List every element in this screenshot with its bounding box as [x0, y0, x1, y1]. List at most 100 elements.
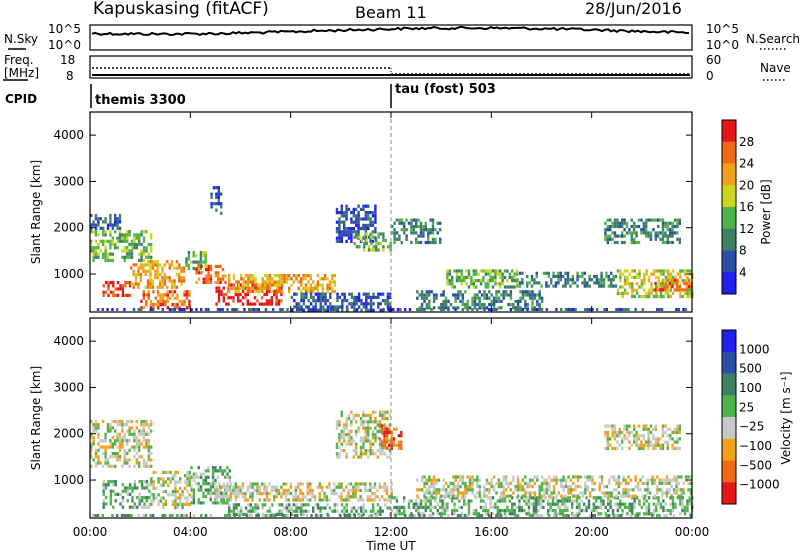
power-cell: [364, 211, 367, 215]
velocity-cell: [442, 478, 445, 482]
velocity-cell: [564, 514, 568, 517]
velocity-cell: [383, 417, 387, 421]
power-cell: [151, 266, 155, 270]
power-cell: [652, 272, 656, 276]
power-cell: [276, 274, 279, 278]
power-cell: [246, 302, 249, 306]
power-cell: [232, 286, 236, 290]
power-cell: [217, 202, 220, 206]
velocity-cell: [192, 514, 196, 517]
velocity-cell: [195, 475, 198, 479]
velocity-cell: [571, 512, 574, 516]
power-cell: [647, 291, 651, 295]
velocity-cell: [424, 509, 427, 513]
velocity-cell: [655, 502, 658, 506]
power-cell: [497, 306, 501, 310]
power-cell: [559, 278, 562, 282]
velocity-cell: [575, 502, 579, 506]
power-cell: [640, 285, 644, 289]
velocity-cell: [592, 496, 595, 500]
velocity-cell: [295, 503, 298, 507]
power-cell: [150, 236, 153, 240]
velocity-cell: [211, 478, 215, 483]
velocity-cell: [94, 423, 98, 427]
velocity-cell: [467, 499, 471, 503]
power-cell: [566, 274, 570, 279]
power-cell: [643, 272, 646, 276]
velocity-cell: [126, 492, 129, 496]
power-cell: [669, 240, 672, 245]
power-cell: [246, 292, 249, 297]
power-cell: [335, 220, 339, 224]
velocity-cell: [532, 512, 535, 516]
velocity-cell: [628, 424, 631, 428]
power-cell: [192, 260, 195, 264]
velocity-cell: [420, 488, 424, 492]
velocity-cell: [453, 512, 456, 516]
velocity-cell: [157, 477, 160, 481]
velocity-cell: [343, 506, 346, 510]
power-cell: [264, 283, 267, 287]
x-tick-label: 12:00: [374, 525, 409, 539]
power-cell: [538, 296, 541, 300]
power-cell: [371, 223, 375, 227]
velocity-cell: [128, 464, 131, 468]
velocity-cell: [345, 420, 348, 424]
velocity-cell: [501, 499, 504, 503]
velocity-cell: [471, 485, 474, 489]
power-cell: [276, 290, 279, 294]
velocity-cell: [273, 495, 276, 499]
velocity-cell: [629, 494, 633, 498]
velocity-cell: [645, 509, 648, 513]
power-cell: [483, 306, 486, 310]
velocity-cell: [209, 491, 212, 495]
power-cell: [603, 308, 606, 311]
velocity-cell: [373, 485, 377, 489]
velocity-cell: [492, 485, 496, 489]
velocity-cell: [388, 443, 391, 447]
velocity-cell: [352, 417, 355, 421]
power-cell: [310, 308, 313, 311]
velocity-cell: [272, 514, 275, 517]
power-cell: [473, 296, 477, 300]
power-cell: [247, 283, 250, 287]
velocity-cell: [491, 496, 495, 500]
power-cell: [606, 224, 609, 229]
power-cell: [483, 308, 486, 311]
power-cell: [146, 279, 150, 283]
velocity-cell: [371, 420, 375, 424]
velocity-cell: [376, 420, 379, 424]
velocity-cell: [514, 514, 517, 517]
power-cell: [540, 296, 544, 300]
velocity-cell: [478, 514, 481, 517]
power-cell: [357, 292, 361, 296]
velocity-cell: [99, 461, 102, 465]
velocity-cell: [186, 483, 189, 487]
velocity-cell: [135, 442, 138, 446]
velocity-cell: [665, 494, 669, 498]
power-cell: [132, 263, 135, 267]
velocity-cell: [111, 445, 114, 449]
power-cell: [593, 274, 596, 279]
velocity-cell: [488, 488, 491, 492]
velocity-cell: [392, 437, 396, 441]
velocity-cell: [547, 509, 550, 513]
velocity-cell: [219, 491, 222, 495]
velocity-cell: [171, 474, 175, 478]
power-cell: [268, 283, 272, 287]
power-cell: [669, 275, 672, 279]
velocity-cell: [625, 427, 629, 431]
power-cell: [283, 274, 286, 278]
power-cell: [102, 233, 105, 237]
power-cell: [647, 275, 651, 279]
velocity-cell: [385, 437, 389, 441]
velocity-cell: [666, 440, 669, 444]
velocity-cell: [645, 440, 648, 444]
velocity-cell: [367, 449, 370, 453]
velocity-cell: [538, 494, 541, 498]
power-cell: [631, 282, 634, 286]
velocity-cell: [372, 509, 375, 513]
power-cell: [647, 279, 651, 283]
power-colorbar-swatch: [722, 185, 736, 208]
power-cell: [375, 238, 378, 242]
